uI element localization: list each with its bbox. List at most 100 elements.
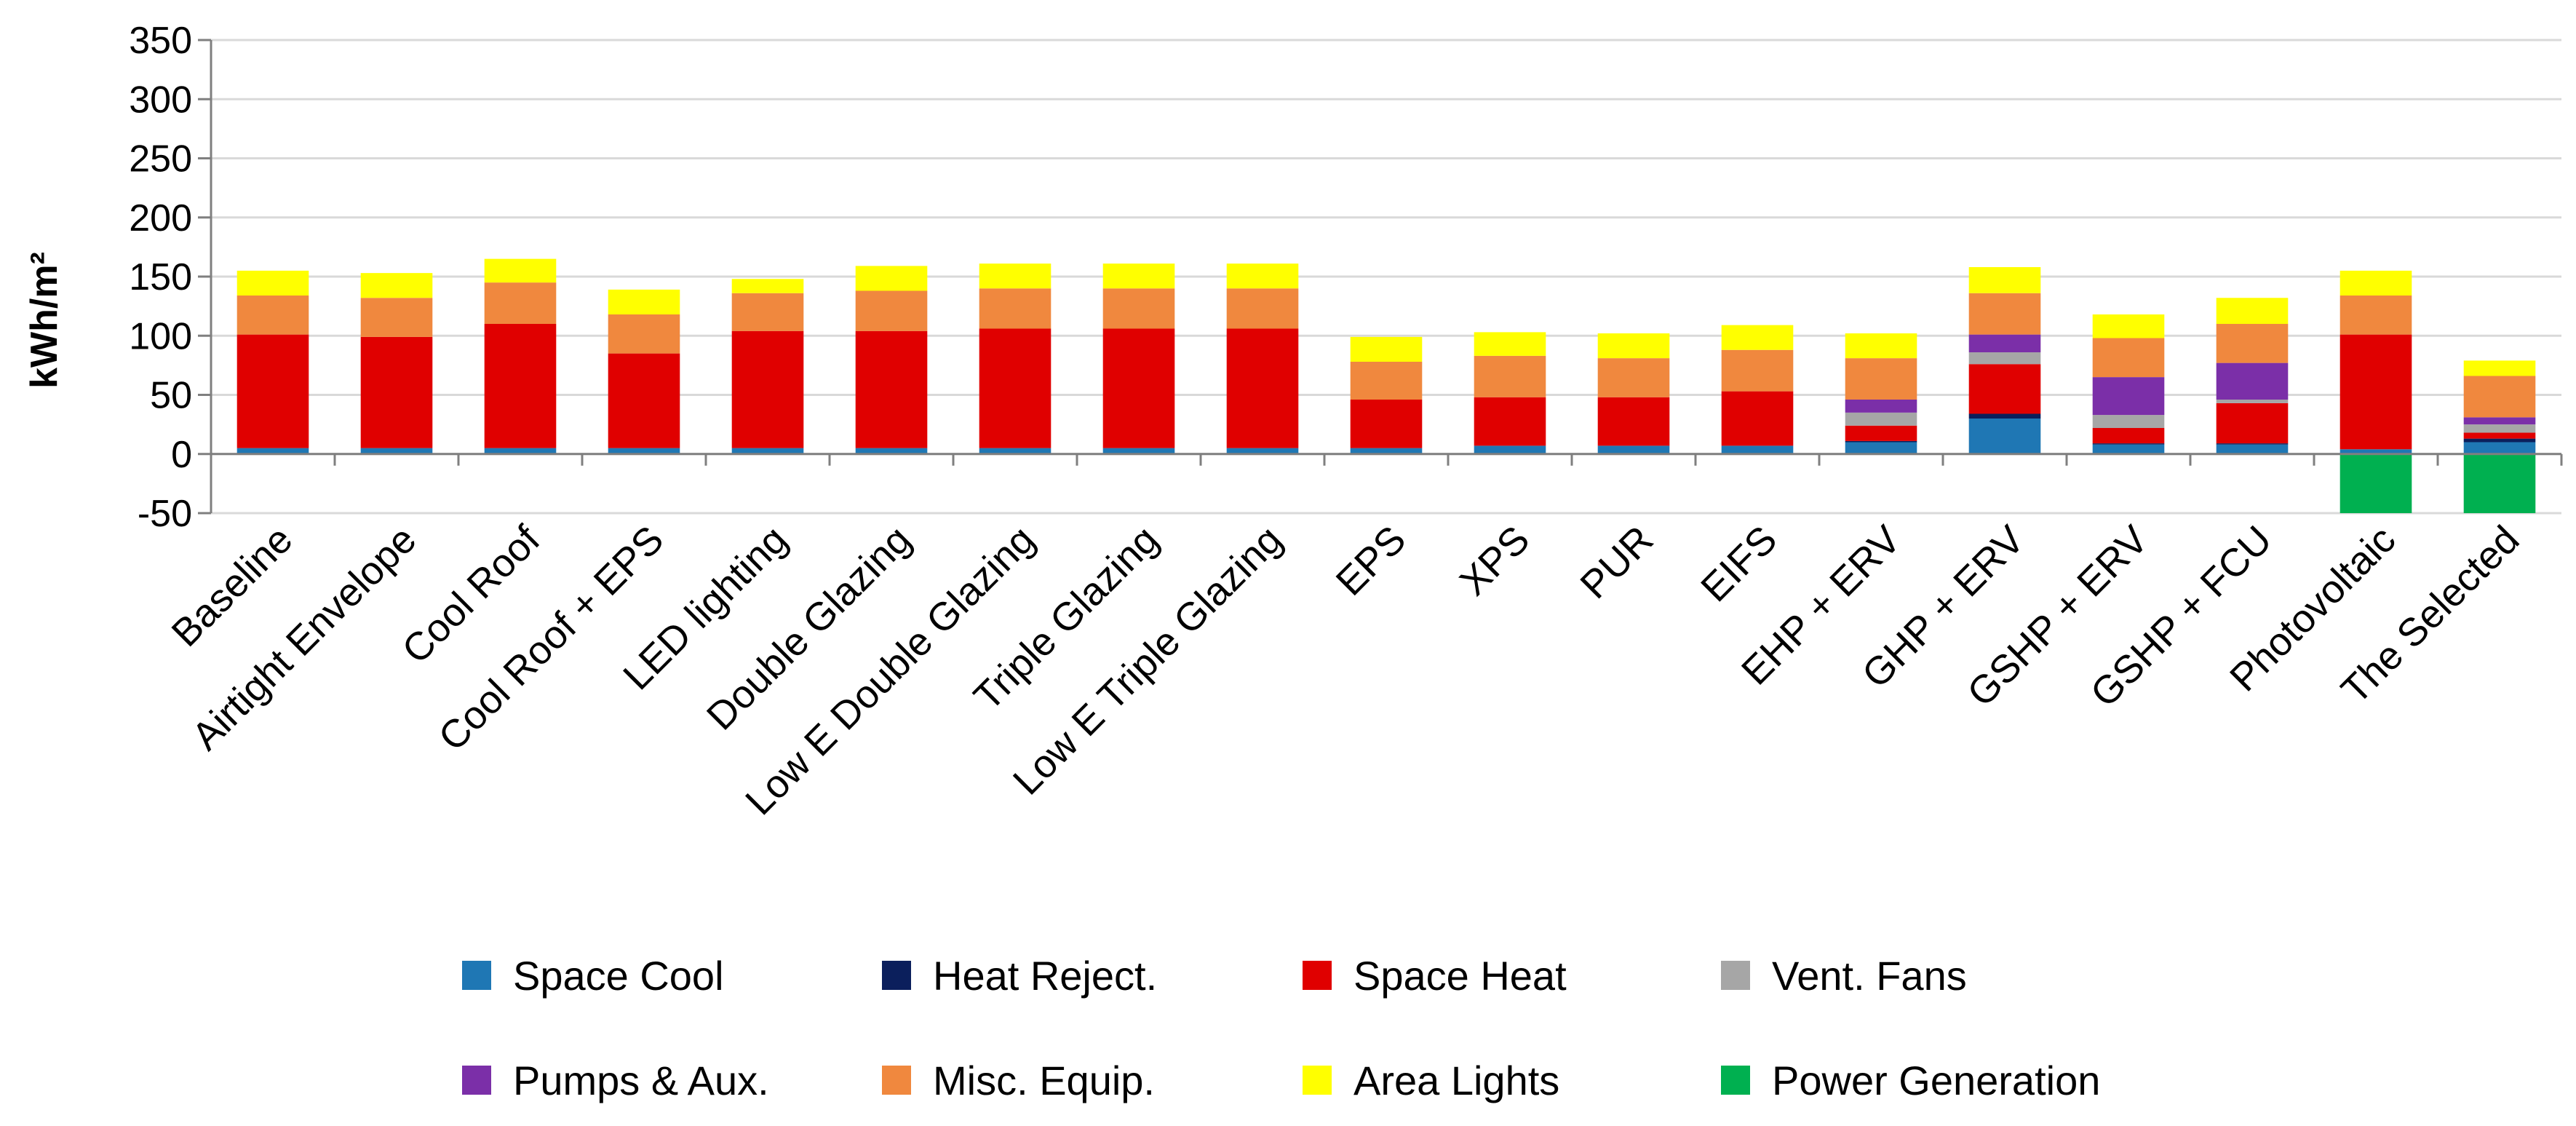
bar-segment — [979, 448, 1052, 454]
bar-segment — [2340, 296, 2412, 335]
bar-segment — [2463, 360, 2536, 376]
bar-segment — [1350, 362, 1423, 400]
bar-segment — [1845, 333, 1917, 359]
bar-segment — [2340, 453, 2412, 513]
bar-segment — [1597, 333, 1670, 359]
bar-segment — [2092, 415, 2165, 428]
bar-segment — [1102, 288, 1175, 329]
bar-segment — [360, 336, 433, 448]
bar-segment — [1968, 364, 2041, 414]
bar-segment — [2463, 442, 2536, 454]
bar-segment — [360, 273, 433, 298]
bar-segment — [608, 289, 680, 314]
legend-label: Misc. Equip. — [933, 1058, 1155, 1103]
bar-segment — [1968, 334, 2041, 352]
x-tick-label: Cool Roof + EPS — [430, 518, 672, 759]
y-tick-label: 150 — [129, 256, 192, 298]
bar-segment — [979, 263, 1052, 289]
bar-segment — [2463, 417, 2536, 425]
bar-segment — [1102, 328, 1175, 448]
bar-segment — [1845, 412, 1917, 426]
bar-segment — [2092, 314, 2165, 338]
legend-label: Space Cool — [513, 953, 724, 999]
legend-swatch — [462, 961, 491, 990]
y-tick-label: 50 — [150, 375, 192, 417]
bar-segment — [236, 296, 309, 335]
bar-segment — [1226, 288, 1299, 329]
x-tick-label: EIFS — [1693, 518, 1785, 610]
bar-segment — [2463, 432, 2536, 439]
bar-segment — [979, 328, 1052, 448]
bar-segment — [1350, 400, 1423, 448]
bar-segment — [1226, 448, 1299, 454]
legend-label: Area Lights — [1353, 1058, 1559, 1103]
bar-segment — [1845, 400, 1917, 413]
legend-swatch — [462, 1066, 491, 1095]
bar-segment — [484, 258, 557, 283]
bar-segment — [484, 282, 557, 324]
bar-segment — [1350, 448, 1423, 454]
legend-swatch — [882, 961, 911, 990]
legend-swatch — [1721, 1066, 1750, 1095]
y-tick-label: 250 — [129, 138, 192, 181]
bar-segment — [1968, 293, 2041, 335]
bar-segment — [1474, 355, 1546, 397]
legend-swatch — [1303, 1066, 1332, 1095]
bar-segment — [2216, 298, 2289, 324]
legend-label: Vent. Fans — [1772, 953, 1967, 999]
bar-segment — [2216, 403, 2289, 444]
x-tick-label: Airtight Envelope — [183, 518, 424, 758]
bar-segment — [1721, 391, 1794, 446]
bar-segment — [2092, 428, 2165, 444]
bar-segment — [1721, 325, 1794, 350]
bar-segment — [236, 334, 309, 448]
bar-segment — [2463, 453, 2536, 513]
legend-swatch — [1721, 961, 1750, 990]
bar-segment — [236, 270, 309, 296]
bar-segment — [731, 448, 804, 454]
bar-segment — [731, 330, 804, 448]
bar-segment — [1474, 332, 1546, 356]
bar-segment — [1597, 358, 1670, 397]
y-axis-ticks: 350 300 250 200 150 100 50 0 -50 — [129, 20, 211, 535]
bar-segment — [360, 298, 433, 337]
bar-segment — [2092, 338, 2165, 378]
bar-segment — [2092, 377, 2165, 416]
bar-segment — [2092, 443, 2165, 445]
bar-segment — [1968, 419, 2041, 454]
bar-segment — [855, 266, 928, 291]
y-tick-label: 300 — [129, 79, 192, 121]
bar-segment — [608, 353, 680, 448]
axes — [210, 40, 2563, 513]
bar-segment — [2216, 400, 2289, 403]
bar-segment — [1968, 267, 2041, 293]
y-tick-label: 100 — [129, 315, 192, 357]
bar-segment — [2463, 376, 2536, 418]
x-tick-label: PUR — [1572, 518, 1661, 607]
bar-segment — [979, 288, 1052, 329]
bar-segment — [731, 293, 804, 331]
legend-label: Pumps & Aux. — [513, 1058, 769, 1103]
bar-segment — [1474, 445, 1546, 454]
legend-label: Heat Reject. — [933, 953, 1157, 999]
legend-label: Space Heat — [1353, 953, 1567, 999]
bar-segment — [1968, 413, 2041, 419]
bar-segment — [1845, 358, 1917, 400]
legend-swatch — [882, 1066, 911, 1095]
bar-segment — [2340, 334, 2412, 450]
bar-segment — [608, 448, 680, 454]
bar-segment — [360, 448, 433, 454]
bar-segment — [1721, 349, 1794, 392]
bar-segment — [2216, 444, 2289, 454]
gridlines — [211, 39, 2561, 515]
bar-segment — [2340, 449, 2412, 454]
bar-segment — [1968, 352, 2041, 365]
y-tick-label: 0 — [171, 434, 192, 476]
bar-segment — [2216, 362, 2289, 400]
bar-segment — [2216, 324, 2289, 363]
bar-segment — [1102, 448, 1175, 454]
x-tick-label: EPS — [1328, 518, 1415, 604]
bar-segment — [1474, 397, 1546, 446]
bar-segment — [855, 330, 928, 448]
